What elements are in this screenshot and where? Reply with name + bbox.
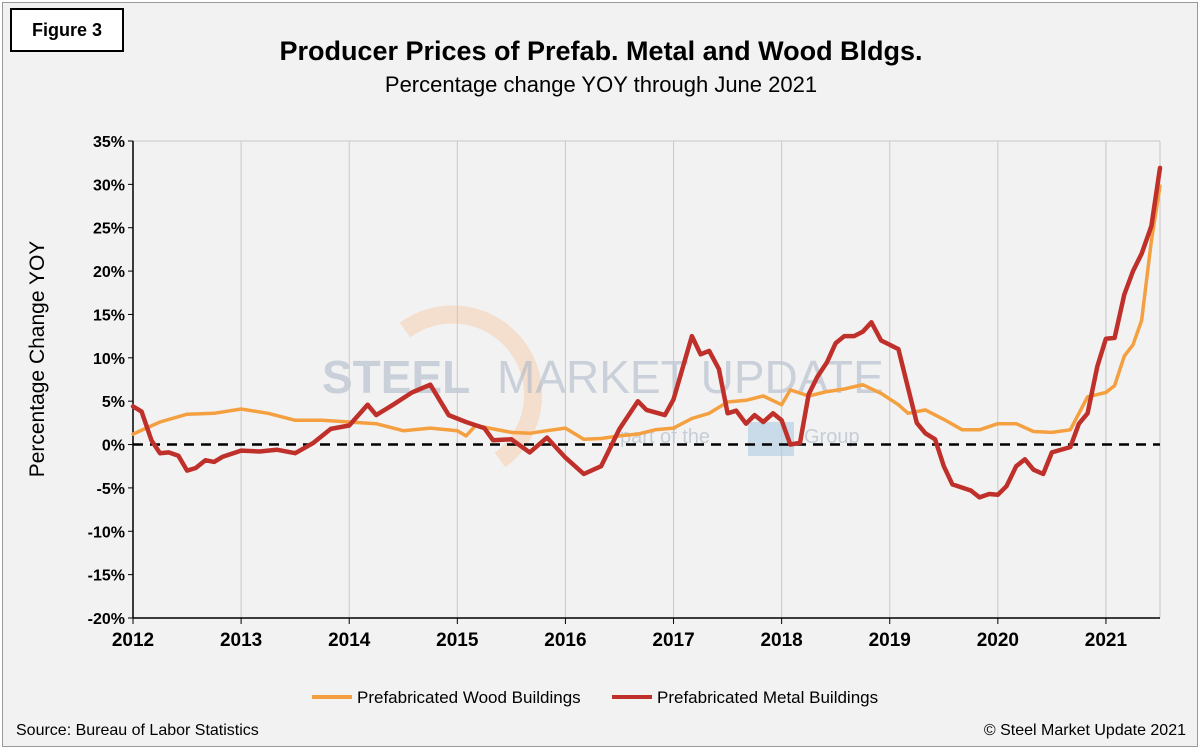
y-tick-label: -5% (97, 481, 125, 498)
x-axis-ticks: 2012 2013 2014 2015 2016 2017 2018 2019 2020 2021 (112, 618, 1128, 651)
watermark-market-update: MARKET UPDATE (497, 351, 884, 403)
chart-title: Producer Prices of Prefab. Metal and Woo… (279, 36, 923, 66)
y-tick-label: 0% (102, 438, 125, 455)
y-tick-label: 20% (93, 264, 125, 281)
y-tick-label: 10% (93, 351, 125, 368)
legend-label-wood: Prefabricated Wood Buildings (357, 688, 581, 707)
grid-lines (133, 140, 1161, 618)
series-lines (130, 165, 1163, 500)
y-tick-label: 35% (93, 134, 125, 151)
x-tick-label: 2017 (652, 630, 694, 651)
x-tick-label: 2020 (977, 630, 1019, 651)
x-tick-label: 2018 (760, 630, 802, 651)
x-tick-label: 2021 (1085, 630, 1128, 651)
copyright-note: © Steel Market Update 2021 (983, 722, 1186, 739)
source-note: Source: Bureau of Labor Statistics (16, 722, 259, 739)
x-tick-label: 2014 (328, 630, 371, 651)
series-line-metal (130, 165, 1163, 500)
watermark-group: Group (804, 426, 860, 448)
x-tick-label: 2019 (869, 630, 911, 651)
legend: Prefabricated Wood Buildings Prefabricat… (312, 688, 878, 707)
x-tick-label: 2016 (544, 630, 586, 651)
figure-label: Figure 3 (10, 8, 124, 52)
y-axis-ticks: -20% -15% -10% -5% 0% 5% 10% 15% 20% 25% 30% 35% (88, 134, 133, 628)
y-tick-label: 5% (102, 394, 125, 411)
axes (132, 141, 1160, 619)
watermark-steel: STEEL (322, 351, 470, 403)
x-tick-label: 2013 (220, 630, 262, 651)
y-tick-label: 25% (93, 221, 125, 238)
legend-label-metal: Prefabricated Metal Buildings (657, 688, 878, 707)
chart-subtitle: Percentage change YOY through June 2021 (384, 72, 818, 97)
x-tick-label: 2012 (112, 630, 154, 651)
y-tick-label: -15% (88, 568, 125, 585)
y-axis-label: Percentage Change YOY (26, 241, 49, 478)
y-tick-label: 30% (93, 177, 125, 194)
y-tick-label: -20% (88, 611, 125, 628)
y-tick-label: -10% (88, 524, 125, 541)
y-tick-label: 15% (93, 307, 125, 324)
x-tick-label: 2015 (436, 630, 479, 651)
